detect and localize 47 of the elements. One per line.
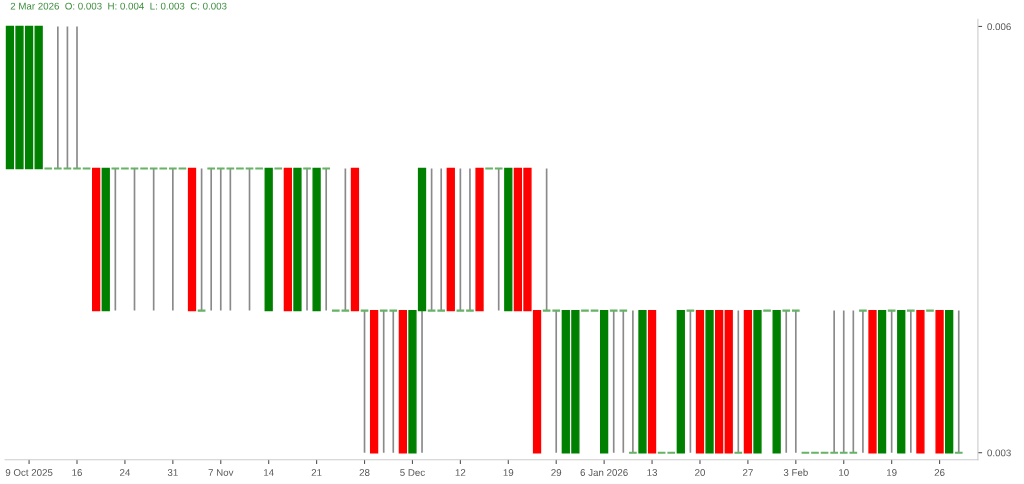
x-tick-label: 16 <box>72 469 82 476</box>
x-tick-label: 19 <box>887 469 897 476</box>
candlestick <box>110 167 121 312</box>
candlestick <box>628 309 638 454</box>
x-tick-label: 10 <box>839 469 849 476</box>
x-tick-label: 29 <box>551 469 562 476</box>
candlestick <box>206 167 217 312</box>
candlestick <box>733 309 744 454</box>
x-tick-label: 21 <box>311 469 322 476</box>
x-tick-label: 5 Dec <box>400 469 425 476</box>
candlestick <box>493 167 504 312</box>
x-tick-label: 12 <box>455 469 466 476</box>
x-tick-label: 3 Feb <box>783 468 808 476</box>
candlestick <box>905 309 916 454</box>
candlestick <box>302 167 312 312</box>
x-tick-label: 24 <box>120 469 131 476</box>
candlestick <box>781 309 792 454</box>
candlestick <box>436 167 447 312</box>
x-tick-label: 14 <box>264 469 274 476</box>
candlestick <box>225 167 236 312</box>
candlestick <box>551 309 562 454</box>
x-tick-label: 28 <box>359 469 370 476</box>
y-tick-label: 0.006 <box>987 23 1011 31</box>
candlestick <box>215 167 226 312</box>
candlestick <box>52 25 63 170</box>
x-tick-label: 6 Jan 2026 <box>580 469 628 476</box>
candlestick <box>953 309 964 454</box>
x-tick-label: 20 <box>695 469 705 476</box>
x-tick-label: 13 <box>647 469 658 476</box>
x-tick-label: 9 Oct 2025 <box>5 469 53 476</box>
candlestick <box>858 309 868 454</box>
x-tick-label: 26 <box>934 469 945 476</box>
candlestick <box>62 25 73 170</box>
x-tick-label: 19 <box>503 469 514 476</box>
candlestick <box>465 167 475 312</box>
x-tick-label: 27 <box>742 469 753 476</box>
candlestick <box>167 167 178 312</box>
x-tick-label: 7 Nov <box>208 469 234 476</box>
candlestick <box>244 167 255 312</box>
candlestick <box>129 167 140 312</box>
y-tick-label: 0.003 <box>987 449 1011 457</box>
candlestick <box>321 167 332 312</box>
candlestick <box>72 25 82 170</box>
text: 2 Mar 2026 O: 0.003 H: 0.004 L: 0.003 C: 0.003 <box>10 2 227 10</box>
candlestick <box>790 309 801 454</box>
candlestick <box>829 309 840 454</box>
x-tick-label: 31 <box>167 469 178 476</box>
